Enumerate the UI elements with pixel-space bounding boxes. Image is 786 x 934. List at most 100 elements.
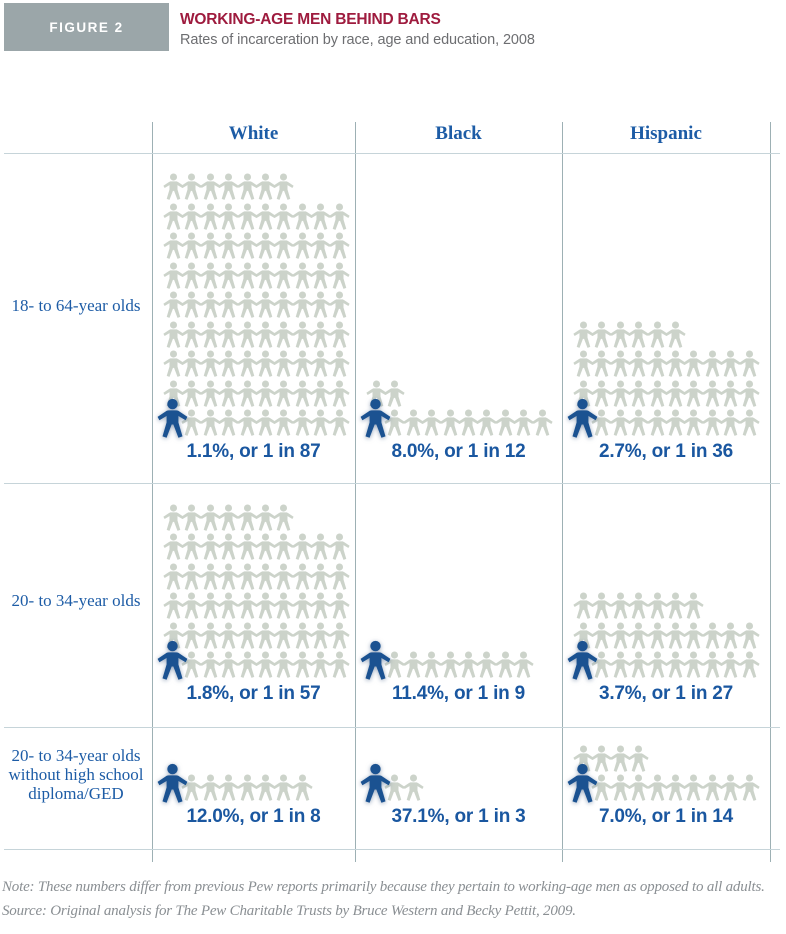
person-icon xyxy=(476,409,497,436)
person-icon xyxy=(591,350,613,377)
cell-18-64-hispanic: 2.7%, or 1 in 36 xyxy=(562,318,770,463)
person-icon xyxy=(610,380,631,407)
person-icon xyxy=(628,651,649,678)
person-icon xyxy=(310,409,331,436)
note-text: Note: These numbers differ from previous… xyxy=(2,879,765,895)
person-icon xyxy=(163,173,184,200)
pictogram-row xyxy=(163,318,355,348)
person-icon xyxy=(255,563,276,590)
person-icon xyxy=(310,651,331,678)
person-icon xyxy=(628,350,649,377)
person-icon xyxy=(236,622,258,649)
row-label-20-34: 20- to 34-year olds xyxy=(11,591,141,610)
person-icon xyxy=(181,262,203,289)
person-icon xyxy=(255,321,276,348)
person-icon xyxy=(200,622,221,649)
person-icon xyxy=(628,321,649,348)
person-icon xyxy=(531,409,553,436)
person-icon xyxy=(255,533,276,560)
person-icon xyxy=(255,203,276,230)
incarcerated-person-icon xyxy=(157,640,188,680)
person-icon xyxy=(236,232,258,259)
person-icon xyxy=(683,380,704,407)
pictogram-no-diploma-hispanic xyxy=(567,742,770,803)
person-icon xyxy=(665,380,686,407)
person-icon xyxy=(218,409,239,436)
grid-vline-2 xyxy=(355,122,356,862)
person-icon xyxy=(573,592,594,619)
cell-18-64-black: 8.0%, or 1 in 12 xyxy=(355,377,562,463)
incarcerated-person-icon xyxy=(567,763,598,803)
pictogram-no-diploma-white xyxy=(157,763,355,803)
incarcerated-person-icon xyxy=(157,398,188,438)
incarcerated-person-icon xyxy=(567,398,598,438)
person-icon xyxy=(610,622,631,649)
person-icon xyxy=(310,622,331,649)
pictogram-row xyxy=(163,619,355,649)
pictogram-row xyxy=(573,377,770,407)
person-icon xyxy=(328,592,350,619)
person-icon xyxy=(738,774,760,801)
person-icon xyxy=(292,622,313,649)
person-icon xyxy=(255,774,276,801)
person-icon xyxy=(702,380,723,407)
person-icon xyxy=(255,504,276,531)
source-text: Source: Original analysis for The Pew Ch… xyxy=(2,903,576,919)
person-icon xyxy=(218,651,239,678)
person-icon xyxy=(439,409,461,436)
person-icon xyxy=(200,203,221,230)
person-icon xyxy=(255,173,276,200)
person-icon xyxy=(495,409,516,436)
person-icon xyxy=(236,533,258,560)
person-icon xyxy=(421,409,442,436)
person-icon xyxy=(163,291,184,318)
person-icon xyxy=(683,774,704,801)
person-icon xyxy=(218,350,239,377)
person-icon xyxy=(292,774,313,801)
person-icon xyxy=(292,262,313,289)
person-icon xyxy=(738,380,760,407)
person-icon xyxy=(236,409,258,436)
person-icon xyxy=(273,262,294,289)
person-icon xyxy=(255,651,276,678)
pictogram-row xyxy=(163,348,355,378)
person-icon xyxy=(328,291,350,318)
person-icon xyxy=(513,651,534,678)
person-icon xyxy=(273,504,294,531)
person-icon xyxy=(218,774,239,801)
person-icon xyxy=(163,563,184,590)
person-icon xyxy=(273,321,294,348)
pictogram-row xyxy=(573,318,770,348)
person-icon xyxy=(292,592,313,619)
person-icon xyxy=(200,774,221,801)
grid-hline-row2 xyxy=(4,727,780,728)
stat-20-34-black: 11.4%, or 1 in 9 xyxy=(391,683,526,704)
person-icon xyxy=(573,321,594,348)
person-icon xyxy=(218,380,239,407)
person-icon xyxy=(255,232,276,259)
person-icon xyxy=(163,262,184,289)
person-icon xyxy=(328,321,350,348)
person-icon xyxy=(310,232,331,259)
pictogram-row xyxy=(157,640,355,680)
person-icon xyxy=(738,622,760,649)
person-icon xyxy=(292,533,313,560)
person-icon xyxy=(646,622,668,649)
person-icon xyxy=(403,409,424,436)
person-icon xyxy=(665,321,686,348)
person-icon xyxy=(646,409,668,436)
person-icon xyxy=(292,232,313,259)
pictogram-row xyxy=(573,348,770,378)
person-icon xyxy=(273,173,294,200)
pictogram-row xyxy=(163,200,355,230)
person-icon xyxy=(255,380,276,407)
person-icon xyxy=(610,592,631,619)
person-icon xyxy=(200,651,221,678)
stat-20-34-white: 1.8%, or 1 in 57 xyxy=(186,683,321,704)
person-icon xyxy=(328,350,350,377)
person-icon xyxy=(218,592,239,619)
person-icon xyxy=(200,409,221,436)
person-icon xyxy=(236,651,258,678)
person-icon xyxy=(200,504,221,531)
